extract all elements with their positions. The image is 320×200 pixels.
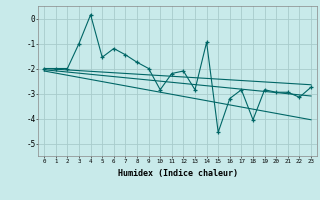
X-axis label: Humidex (Indice chaleur): Humidex (Indice chaleur) bbox=[118, 169, 238, 178]
